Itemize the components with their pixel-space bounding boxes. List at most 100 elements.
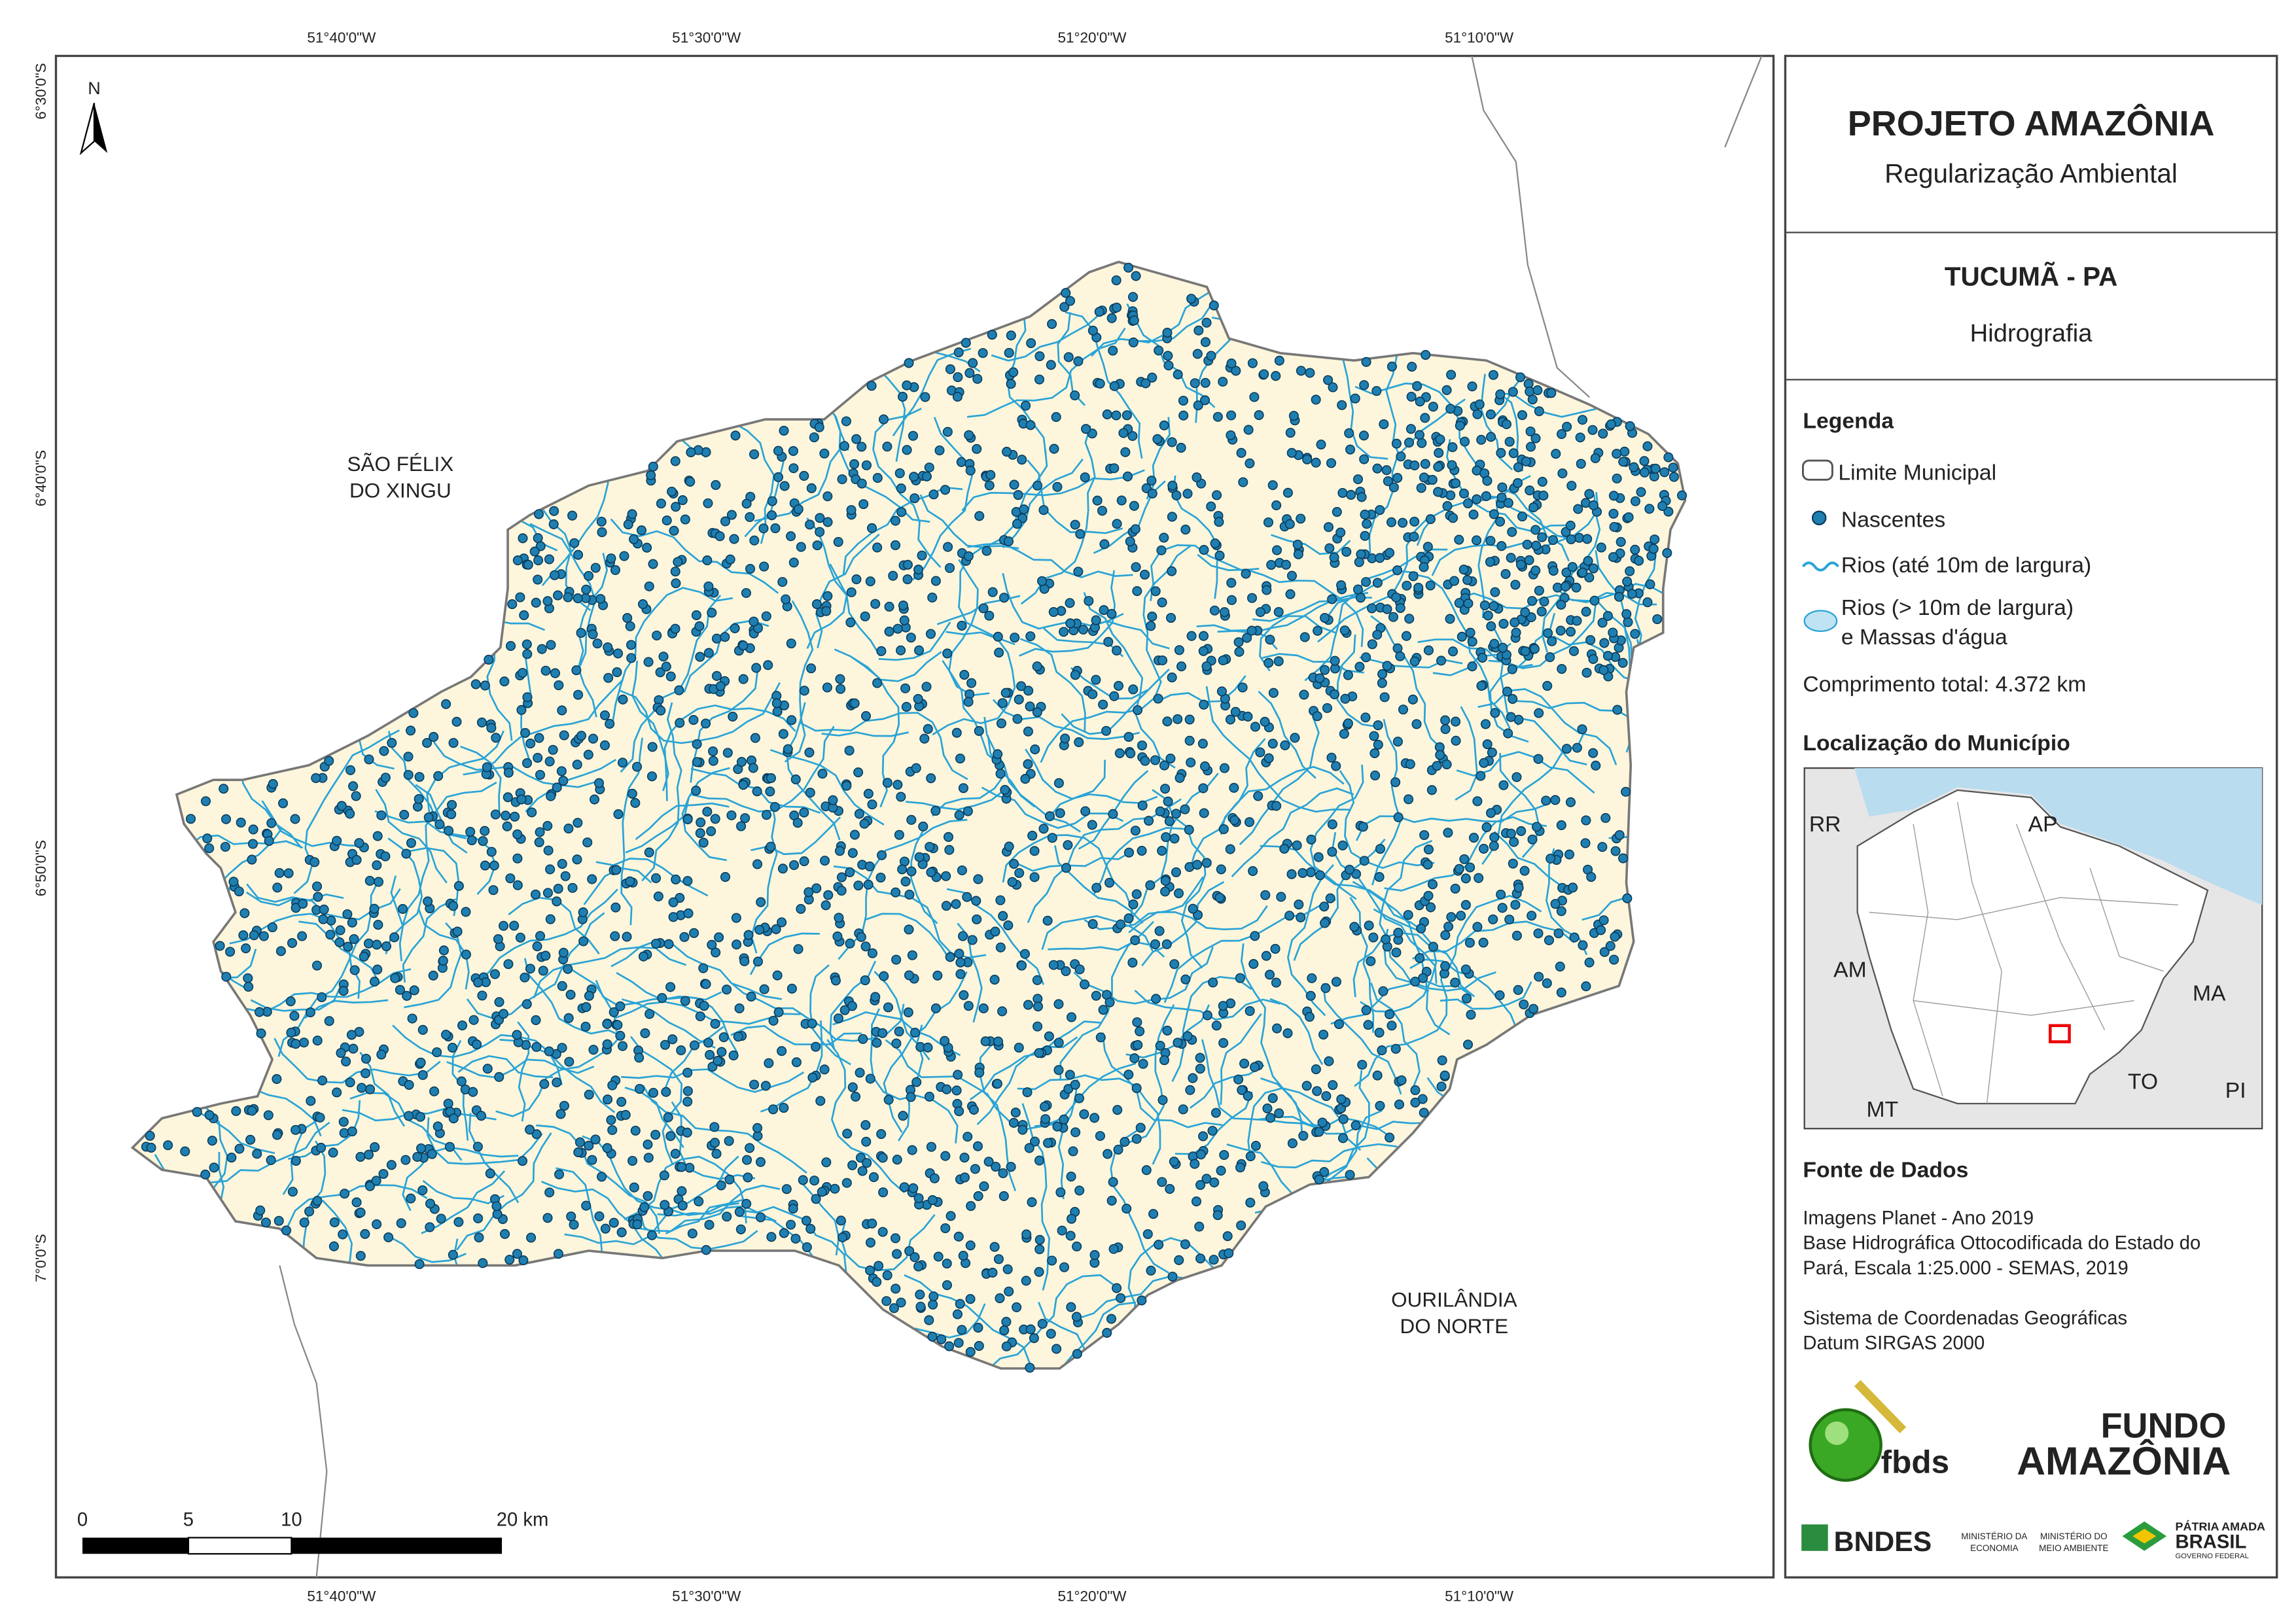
spring: [1512, 478, 1523, 488]
spring: [1642, 441, 1653, 451]
spring: [630, 1125, 641, 1136]
spring: [1577, 724, 1587, 735]
spring: [417, 1185, 428, 1196]
spring: [1095, 1032, 1106, 1043]
spring: [1321, 1091, 1332, 1102]
spring: [733, 1032, 743, 1042]
spring: [1584, 489, 1595, 499]
spring: [537, 644, 547, 654]
spring: [872, 473, 883, 483]
spring: [648, 1088, 659, 1098]
spring: [1588, 654, 1598, 665]
spring: [381, 941, 392, 952]
spring: [533, 555, 544, 566]
spring: [901, 702, 911, 712]
spring: [913, 1193, 924, 1204]
spring: [1561, 567, 1572, 578]
spring: [1262, 585, 1272, 595]
spring: [247, 1106, 257, 1116]
spring: [1531, 540, 1542, 551]
spring: [793, 944, 804, 954]
spring: [1212, 1210, 1223, 1221]
spring: [1109, 691, 1120, 701]
spring: [1131, 889, 1142, 899]
spring: [665, 982, 676, 992]
spring: [1245, 1005, 1255, 1017]
spring: [480, 826, 490, 836]
spring: [1526, 442, 1536, 452]
spring: [1524, 555, 1534, 565]
spring: [1361, 652, 1371, 663]
spring: [663, 1112, 673, 1123]
spring: [1538, 491, 1549, 501]
river: [426, 730, 504, 828]
spring: [900, 877, 911, 887]
spring: [896, 507, 907, 517]
spring: [1440, 930, 1451, 940]
spring: [996, 718, 1007, 729]
spring: [239, 908, 250, 918]
spring: [749, 616, 759, 627]
spring: [911, 763, 921, 773]
spring: [1238, 477, 1248, 487]
spring: [708, 756, 718, 766]
spring: [317, 1075, 328, 1086]
spring: [799, 686, 809, 696]
spring: [1106, 313, 1117, 323]
spring: [1055, 1187, 1066, 1198]
spring: [1375, 1100, 1385, 1111]
spring: [837, 474, 847, 485]
spring: [1233, 637, 1244, 648]
spring: [1588, 563, 1598, 574]
spring: [305, 1007, 315, 1018]
spring: [849, 459, 860, 469]
river: [991, 312, 1102, 362]
spring: [1606, 419, 1616, 430]
spring: [1325, 893, 1335, 903]
spring: [1612, 705, 1623, 715]
brasil-text: PÁTRIA AMADA: [2176, 1519, 2266, 1533]
spring: [957, 1325, 967, 1335]
river: [1190, 1064, 1265, 1109]
spring: [777, 577, 788, 587]
spring: [1364, 920, 1374, 931]
spring: [1193, 325, 1204, 336]
spring: [1021, 400, 1031, 411]
spring: [1165, 1183, 1175, 1194]
spring: [500, 1229, 510, 1239]
spring: [552, 782, 562, 793]
river: [1128, 905, 1268, 934]
river: [1368, 398, 1466, 553]
spring: [1313, 625, 1323, 636]
spring: [1472, 796, 1483, 807]
spring: [535, 769, 546, 780]
spring: [1366, 956, 1376, 966]
spring: [1206, 501, 1216, 512]
spring: [312, 1196, 323, 1206]
spring: [896, 1297, 906, 1308]
river: [1330, 979, 1472, 1025]
spring: [1451, 716, 1461, 727]
spring: [348, 1043, 359, 1054]
spring: [1497, 903, 1508, 913]
spring: [444, 826, 454, 836]
spring: [998, 1168, 1008, 1178]
spring: [1051, 1344, 1062, 1354]
spring: [1305, 867, 1316, 877]
spring: [954, 949, 964, 959]
spring: [1014, 1042, 1024, 1053]
spring: [1343, 718, 1353, 729]
spring: [1150, 586, 1161, 597]
spring: [395, 985, 405, 995]
spring: [1216, 686, 1227, 697]
spring: [688, 715, 699, 725]
spring: [993, 749, 1003, 759]
spring: [1440, 961, 1451, 971]
river: [1006, 295, 1047, 455]
spring: [741, 587, 751, 599]
spring: [522, 649, 533, 659]
spring: [1199, 699, 1209, 710]
spring: [1162, 716, 1173, 727]
spring: [1405, 424, 1416, 434]
spring: [1125, 748, 1136, 759]
